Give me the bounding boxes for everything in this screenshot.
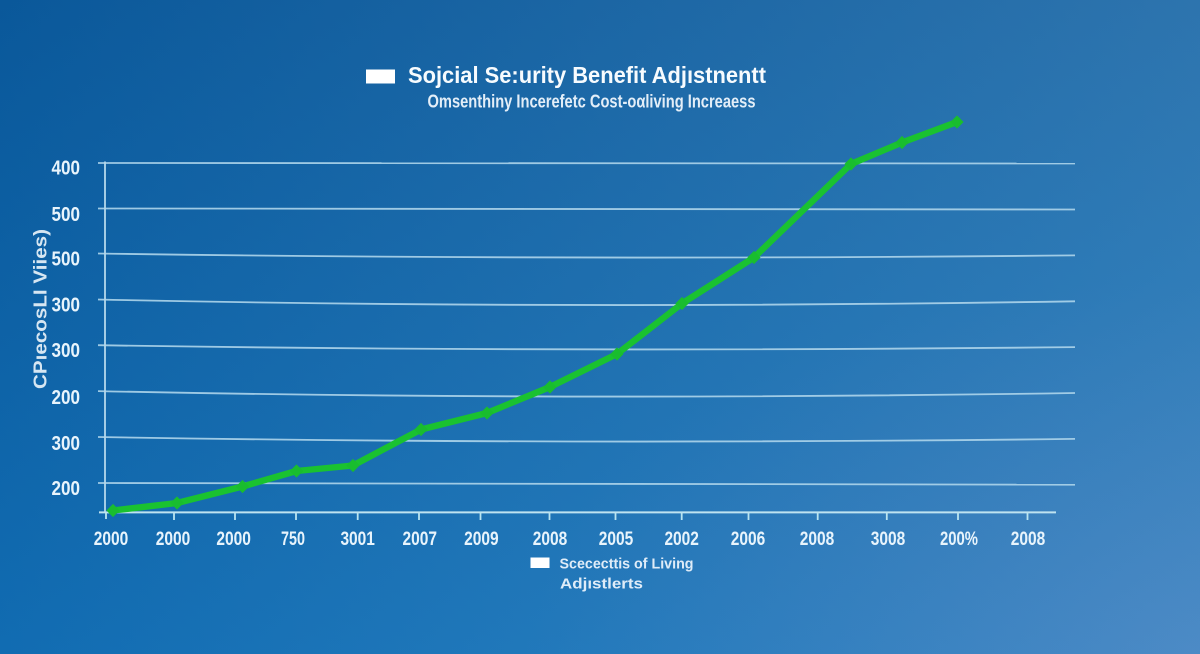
- svg-text:Adjıstlerts: Adjıstlerts: [560, 576, 643, 593]
- svg-text:500: 500: [52, 249, 81, 271]
- svg-text:300: 300: [52, 433, 81, 455]
- svg-text:400: 400: [52, 158, 81, 180]
- svg-text:2000: 2000: [156, 529, 191, 550]
- svg-text:2007: 2007: [403, 529, 438, 550]
- svg-text:Sojcial Se:urity Benefit Adjıs: Sojcial Se:urity Benefit Adjıstnentt: [408, 62, 766, 88]
- svg-text:200: 200: [52, 478, 81, 500]
- svg-text:2005: 2005: [599, 529, 634, 550]
- svg-text:300: 300: [52, 340, 81, 362]
- svg-text:2009: 2009: [464, 529, 499, 550]
- svg-text:2002: 2002: [664, 529, 699, 550]
- svg-text:3008: 3008: [871, 529, 906, 550]
- svg-text:CPıecosLI Viies): CPıecosLI Viies): [30, 229, 51, 389]
- svg-text:500: 500: [52, 204, 81, 226]
- svg-text:3001: 3001: [340, 529, 375, 550]
- svg-text:200: 200: [52, 387, 81, 409]
- svg-text:Omsenthiny Incerefetc Cost-oαl: Omsenthiny Incerefetc Cost-oαliving Incr…: [428, 91, 756, 112]
- svg-text:300: 300: [52, 295, 81, 317]
- svg-text:2008: 2008: [1011, 529, 1046, 550]
- svg-text:2008: 2008: [533, 529, 568, 550]
- svg-text:750: 750: [281, 529, 305, 550]
- svg-text:2000: 2000: [216, 529, 251, 550]
- svg-text:2000: 2000: [94, 529, 129, 550]
- svg-text:Scececttis of Living: Scececttis of Living: [560, 556, 694, 573]
- svg-text:2008: 2008: [800, 529, 835, 550]
- svg-text:200%: 200%: [940, 529, 978, 550]
- svg-text:2006: 2006: [731, 529, 766, 550]
